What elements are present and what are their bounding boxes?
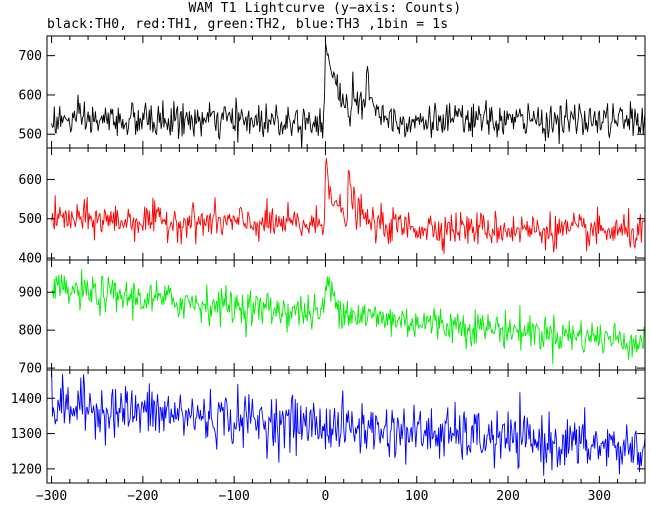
x-tick-label: −100 — [219, 489, 250, 504]
y-tick-label: 700 — [19, 362, 42, 377]
x-tick-label: 200 — [496, 489, 519, 504]
series-th2 — [51, 269, 645, 365]
series-th1 — [51, 158, 645, 254]
y-tick-label: 700 — [19, 49, 42, 64]
y-tick-label: 1400 — [11, 392, 42, 407]
y-tick-label: 400 — [19, 252, 42, 267]
y-tick-label: 1300 — [11, 427, 42, 442]
series-th0 — [51, 42, 645, 148]
y-tick-label: 600 — [19, 173, 42, 188]
panel-frame-th2 — [46, 259, 646, 371]
panel-frame-th3 — [46, 369, 646, 484]
y-tick-label: 900 — [19, 286, 42, 301]
x-tick-label: 0 — [322, 489, 330, 504]
y-tick-label: 500 — [19, 128, 42, 143]
y-tick-label: 500 — [19, 212, 42, 227]
y-tick-label: 600 — [19, 88, 42, 103]
x-tick-label: 300 — [588, 489, 611, 504]
x-tick-label: −300 — [36, 489, 67, 504]
y-tick-label: 800 — [19, 324, 42, 339]
x-tick-label: −200 — [127, 489, 158, 504]
x-tick-label: 100 — [405, 489, 428, 504]
panel-frame-th0 — [46, 35, 646, 149]
series-th3 — [51, 370, 645, 476]
panel-frame-th1 — [46, 147, 646, 261]
chart-title: WAM T1 Lightcurve (y−axis: Counts) — [188, 1, 462, 16]
y-tick-label: 1200 — [11, 462, 42, 477]
chart-legend-caption: black:TH0, red:TH1, green:TH2, blue:TH3 … — [47, 17, 449, 32]
